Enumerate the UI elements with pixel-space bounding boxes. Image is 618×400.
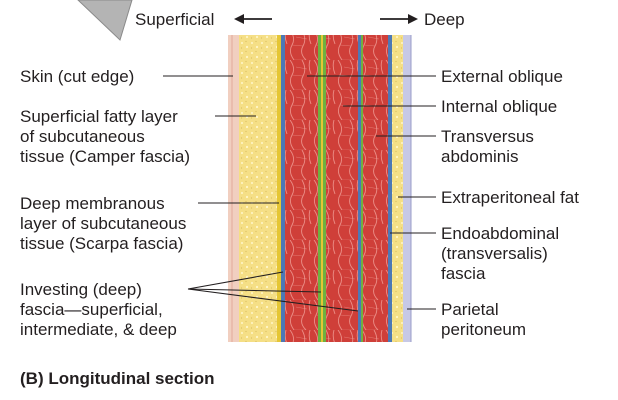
fascia-green-stripe [361,35,363,342]
left-leader-lines [163,75,359,312]
external-oblique-label: External oblique [441,67,563,86]
scarpa-fascia-layer [277,35,281,342]
camper-fascia-label: Superficial fatty layer of subcutaneous … [20,107,190,166]
internal-oblique-label: Internal oblique [441,97,557,116]
extraperitoneal-fat-label: Extraperitoneal fat [441,188,579,207]
transversus-layer [363,35,388,342]
investing-fascia-intermediate-1 [318,35,321,342]
external-oblique-layer [285,35,318,342]
pointer-arrow-icon [77,0,133,41]
superficial-direction-label: Superficial [135,10,214,29]
tissue-layers [228,35,412,342]
investing-fascia-label: Investing (deep) fascia—superficial, int… [20,280,177,339]
left-arrow-icon [234,14,272,24]
right-arrow-icon [380,14,418,24]
endoabdominal-fascia-label: Endoabdominal (transversalis) fascia [441,224,564,283]
investing-fascia-intermediate-2 [323,35,326,342]
figure-caption: (B) Longitudinal section [20,369,215,388]
extraperitoneal-fat-layer [392,35,403,342]
fascia-yellow-stripe [321,35,323,342]
endoabdominal-fascia-layer [388,35,392,342]
deep-direction-label: Deep [424,10,465,29]
parietal-peritoneum-layer [403,35,411,342]
right-leader-lines [307,75,436,310]
skin-layer [228,35,239,342]
transversus-label: Transversus abdominis [441,127,539,166]
scarpa-fascia-label: Deep membranous layer of subcutaneous ti… [20,194,191,253]
skin-label: Skin (cut edge) [20,67,134,86]
parietal-peritoneum-label: Parietal peritoneum [441,300,526,339]
investing-fascia-deep [358,35,361,342]
internal-oblique-layer [326,35,358,342]
investing-fascia-superficial [281,35,285,342]
